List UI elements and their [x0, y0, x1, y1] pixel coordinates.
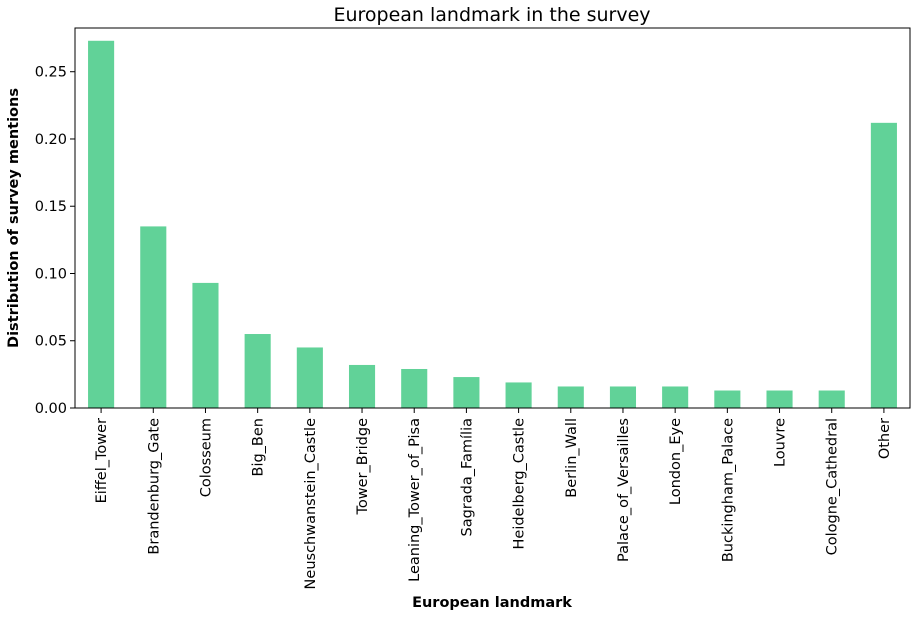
bar-palace-of-versailles: [609, 386, 637, 408]
y-tick-label: 0.15: [35, 199, 67, 215]
bar-london-eye: [662, 386, 689, 408]
x-tick-label: Big_Ben: [251, 418, 267, 477]
x-tick-label: Brandenburg_Gate: [146, 418, 162, 555]
bar-heidelberg-castle: [505, 382, 532, 408]
bar-buckingham-palace: [714, 390, 741, 408]
x-axis-label: European landmark: [412, 595, 572, 611]
y-tick-label: 0.10: [35, 266, 67, 282]
x-tick-label: Cologne_Cathedral: [825, 418, 841, 555]
x-tick-label: Louvre: [773, 418, 789, 467]
y-tick-label: 0.25: [35, 65, 67, 81]
x-tick-label: Colosseum: [198, 418, 214, 497]
x-tick-label: Buckingham_Palace: [720, 418, 736, 562]
bar-eiffel-tower: [88, 40, 115, 409]
bar-big-ben: [244, 334, 271, 408]
bar-louvre: [766, 390, 793, 408]
x-tick-label: Eiffel_Tower: [94, 418, 110, 503]
bar-brandenburg-gate: [140, 226, 167, 408]
bar-leaning-tower-of-pisa: [401, 368, 428, 408]
y-tick-label: 0.20: [35, 132, 67, 148]
bar-tower-bridge: [348, 364, 376, 408]
plot-frame: [74, 27, 911, 409]
x-tick-label: Tower_Bridge: [355, 418, 371, 516]
x-tick-label: Sagrada_Família: [459, 418, 475, 536]
x-tick-label: Heidelberg_Castle: [512, 418, 528, 550]
bar-other: [870, 122, 897, 409]
bar-colosseum: [192, 282, 219, 408]
bar-neuschwanstein-castle: [296, 347, 323, 408]
x-axis: Eiffel_Tower Brandenburg_Gate Colosseum Big…: [94, 408, 893, 589]
y-tick-label: 0.00: [35, 401, 67, 417]
bar-sagrada-fam-lia: [453, 377, 480, 408]
x-tick-label: Palace_of_Versailles: [616, 418, 632, 562]
bars-group: [88, 40, 897, 409]
bar-berlin-wall: [557, 386, 584, 408]
y-axis: 0.00 0.05 0.10 0.15 0.20 0.25: [35, 65, 75, 417]
x-tick-label: Berlin_Wall: [564, 418, 580, 498]
bar-cologne-cathedral: [818, 390, 845, 408]
x-tick-label: Other: [877, 418, 893, 459]
x-tick-label: Leaning_Tower_of_Pisa: [407, 418, 423, 582]
x-tick-label: London_Eye: [668, 418, 684, 505]
x-tick-label: Neuschwanstein_Castle: [303, 418, 319, 590]
y-axis-label: Distribution of survey mentions: [6, 88, 22, 348]
y-tick-label: 0.05: [35, 334, 67, 350]
chart-title: European landmark in the survey: [333, 4, 650, 26]
